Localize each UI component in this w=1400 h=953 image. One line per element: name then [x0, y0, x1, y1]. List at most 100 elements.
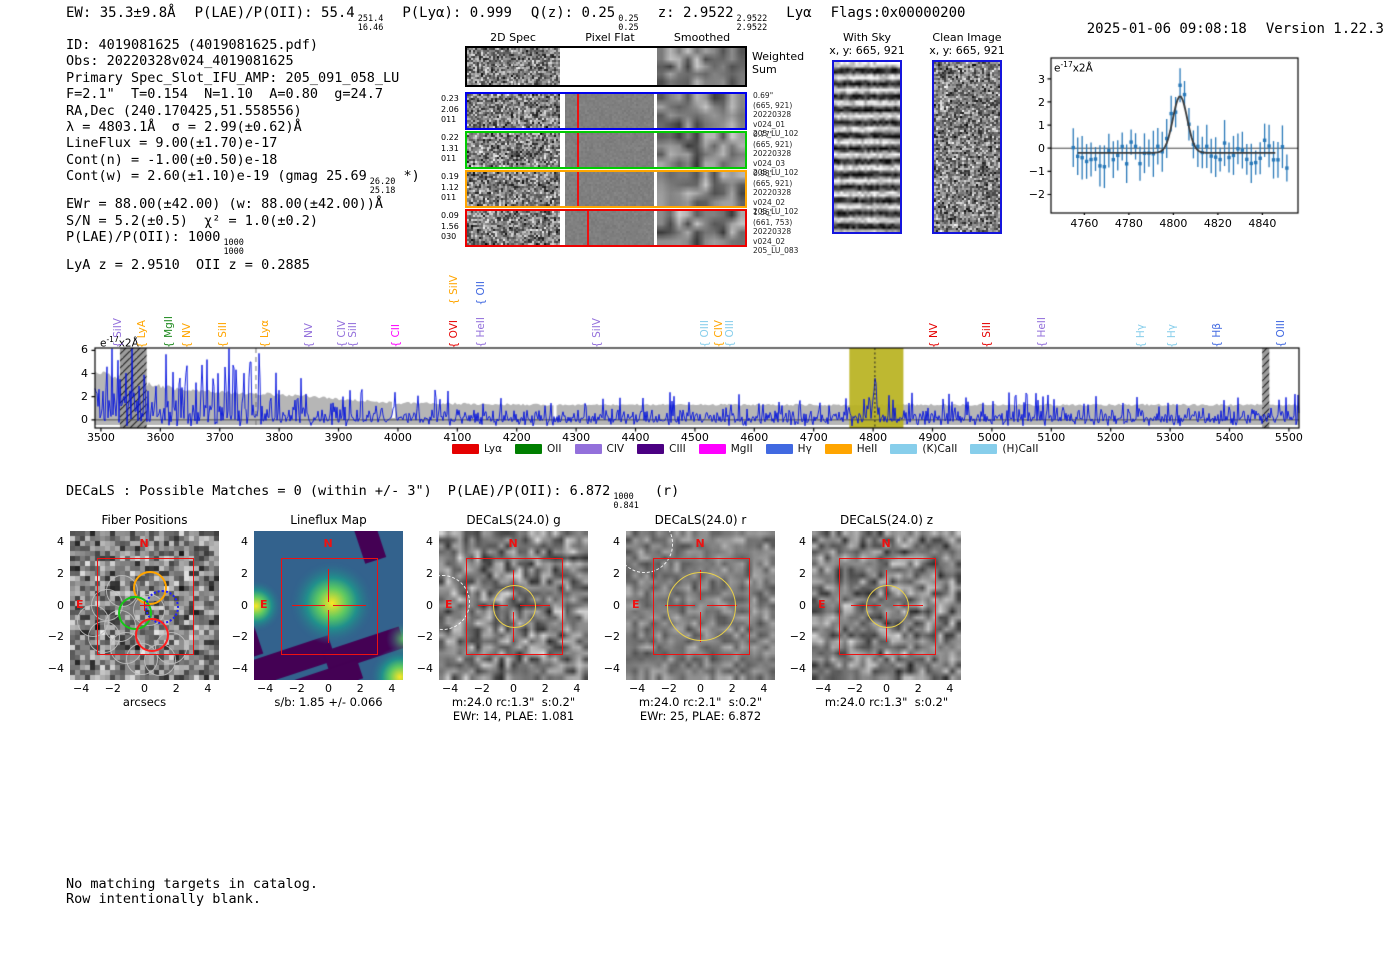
sky-panel-subtitle: x, y: 665, 921 — [929, 44, 1005, 57]
emission-line-marker-hγ: { Hγ — [1166, 323, 1179, 348]
cutout-row-left-labels: 0.23 2.06 011 — [441, 94, 459, 126]
cutout-right-value: (665, 921) — [753, 139, 793, 149]
panel-x-tick: −2 — [104, 682, 121, 695]
cutout-left-value: 0.09 — [441, 211, 459, 220]
cutout-right-value: 20220328 — [753, 227, 792, 237]
spectrum-legend: Lyα OII CIV CIII MgII Hγ HeII (K)CaII (H)CaII — [452, 443, 1038, 455]
panel-y-tick: 0 — [613, 598, 620, 612]
cutout-row-left-labels: 0.09 1.56 030 — [441, 211, 459, 243]
emission-line-marker-heii: { HeII — [474, 317, 487, 348]
cutout-right-value: v024_03 — [753, 158, 786, 168]
spec-x-tick-6: 4100 — [443, 431, 472, 444]
panel-y-tick: 4 — [57, 535, 64, 549]
emission-line-marker-nv: { NV — [181, 322, 194, 348]
cutout-left-value: 0.23 — [441, 94, 459, 103]
stacked-fraction: 1000 0.841 — [613, 493, 639, 511]
panel-y-tick: 0 — [241, 598, 248, 612]
cutout-row-right-labels: 1.56" (661, 753) 20220328 v024_02 205_LU_083 — [753, 208, 798, 256]
cutout-left-value: 0.19 — [441, 172, 459, 181]
cutout-row-left-labels: 0.22 1.31 011 — [441, 133, 459, 165]
emission-line-marker-mgii: { MgII — [162, 316, 175, 348]
panel-caption-decals_z: m:24.0 rc:1.3" s:0.2" — [824, 695, 949, 709]
info-line-5: λ = 4803.1Å σ = 2.99(±0.62)Å — [66, 119, 420, 135]
cutout-right-value: 20220328 — [753, 188, 792, 198]
cutout-right-value: 1.56" — [753, 208, 774, 217]
spec-x-tick-15: 5000 — [977, 431, 1006, 444]
footer-note-2: Row intentionally blank. — [66, 891, 262, 907]
emission-line-marker-siii: { SiII — [346, 322, 359, 348]
text-run: λ = 4803.1Å σ = 2.99(±0.62)Å — [66, 119, 302, 136]
text-run: P(LAE)/P(OII): 55.4 — [194, 5, 355, 21]
legend-swatch — [824, 444, 852, 454]
panel-y-tick: 4 — [241, 535, 248, 549]
cutout-row-right-labels: 0.69" (665, 921) 20220328 v024_01 205_LU_102 — [753, 91, 798, 139]
legend-label: OII — [547, 443, 562, 455]
panel-y-tick: −2 — [47, 630, 64, 644]
spec-x-tick-17: 5200 — [1096, 431, 1125, 444]
compass-e: E — [445, 597, 453, 611]
stacked-fraction: 1000 1000 — [223, 238, 243, 257]
info-line-12: LyA z = 2.9510 OII z = 0.2885 — [66, 257, 420, 273]
gap — [560, 48, 565, 85]
cutout-strip — [465, 92, 747, 130]
smoothed-canvas — [657, 172, 745, 206]
cutout-right-value: 205_LU_083 — [753, 246, 799, 256]
text-run: Primary Spec_Slot_IFU_AMP: 205_091_058_L… — [66, 69, 400, 86]
smoothed-image — [657, 133, 745, 167]
faint-fiber-circle — [77, 604, 110, 637]
fit-y-tick-0: −2 — [1028, 188, 1045, 202]
text-run: S/N = 5.2(±0.5) χ² = 1.0(±0.2) — [66, 212, 318, 229]
gap — [654, 133, 657, 167]
emission-line-marker-siiv: { SiIV — [111, 318, 124, 348]
timestamp-version: 2025-01-06 09:08:18 Version 1.22.3 — [1053, 5, 1384, 53]
panel-y-tick: 2 — [799, 566, 806, 580]
smoothed-image — [657, 94, 745, 128]
flat-red-line — [587, 211, 589, 245]
panel-x-tick: 4 — [204, 682, 212, 695]
panel-y-tick: −4 — [789, 661, 806, 675]
panel-x-tick: 2 — [172, 682, 180, 695]
text-run: Cont(n) = -1.00(±0.50)e-18 — [66, 151, 278, 168]
emission-line-marker-ovi: { OVI — [447, 319, 460, 348]
decals-match-line: DECaLS : Possible Matches = 0 (within +/… — [66, 483, 695, 511]
gap — [560, 133, 565, 167]
legend-item-8: (H)CaII — [970, 443, 1038, 455]
spec-x-tick-5: 4000 — [383, 431, 412, 444]
aperture-circle — [865, 584, 910, 629]
crosshair-arm — [291, 604, 325, 607]
fraction-sub: 0.841 — [613, 500, 639, 511]
spec-y-tick-0: 0 — [81, 412, 88, 426]
text-run: P(LAE)/P(OII): 6.872 — [447, 483, 611, 499]
pixel-flat-image — [565, 172, 654, 206]
panel-y-tick: 0 — [57, 598, 64, 612]
unit-suffix: x2Å — [118, 337, 139, 350]
cutout-right-value: 0.98" — [753, 169, 774, 178]
compass-e: E — [818, 597, 826, 611]
unit-exponent: -17 — [1060, 60, 1073, 69]
spectrum-canvas — [88, 344, 1306, 436]
spec-x-tick-18: 5300 — [1156, 431, 1185, 444]
panel-x-tick: −4 — [256, 682, 274, 695]
decals-part-2: (r) — [655, 483, 679, 499]
pixel-flat-image — [565, 211, 654, 245]
text-run: Lyα — [786, 5, 812, 21]
pixel-flat-image — [565, 48, 654, 85]
cutout-left-value: 1.12 — [441, 182, 459, 192]
panel-x-tick: −2 — [288, 682, 305, 695]
compass-n: N — [508, 537, 518, 550]
emission-line-marker-nv: { NV — [303, 322, 316, 348]
panel-x-tick: −4 — [441, 682, 459, 695]
spec2d-image — [467, 133, 560, 167]
cutout-left-value: 011 — [441, 154, 457, 163]
cutout-left-value: 2.06 — [441, 104, 459, 114]
crosshair-arm — [327, 568, 330, 602]
cutout-row-right-labels: 0.98" (665, 921) 20220328 v024_02 205_LU_102 — [753, 169, 798, 217]
info-line-8: Cont(w) = 2.60(±1.10)e-19 (gmag 25.69 26.… — [66, 168, 420, 196]
legend-label: CIV — [606, 443, 625, 455]
fit-y-tick-2: 0 — [1038, 142, 1045, 156]
fraction-sub: 16.46 — [357, 22, 384, 33]
cutout-right-value: 20220328 — [753, 110, 792, 120]
